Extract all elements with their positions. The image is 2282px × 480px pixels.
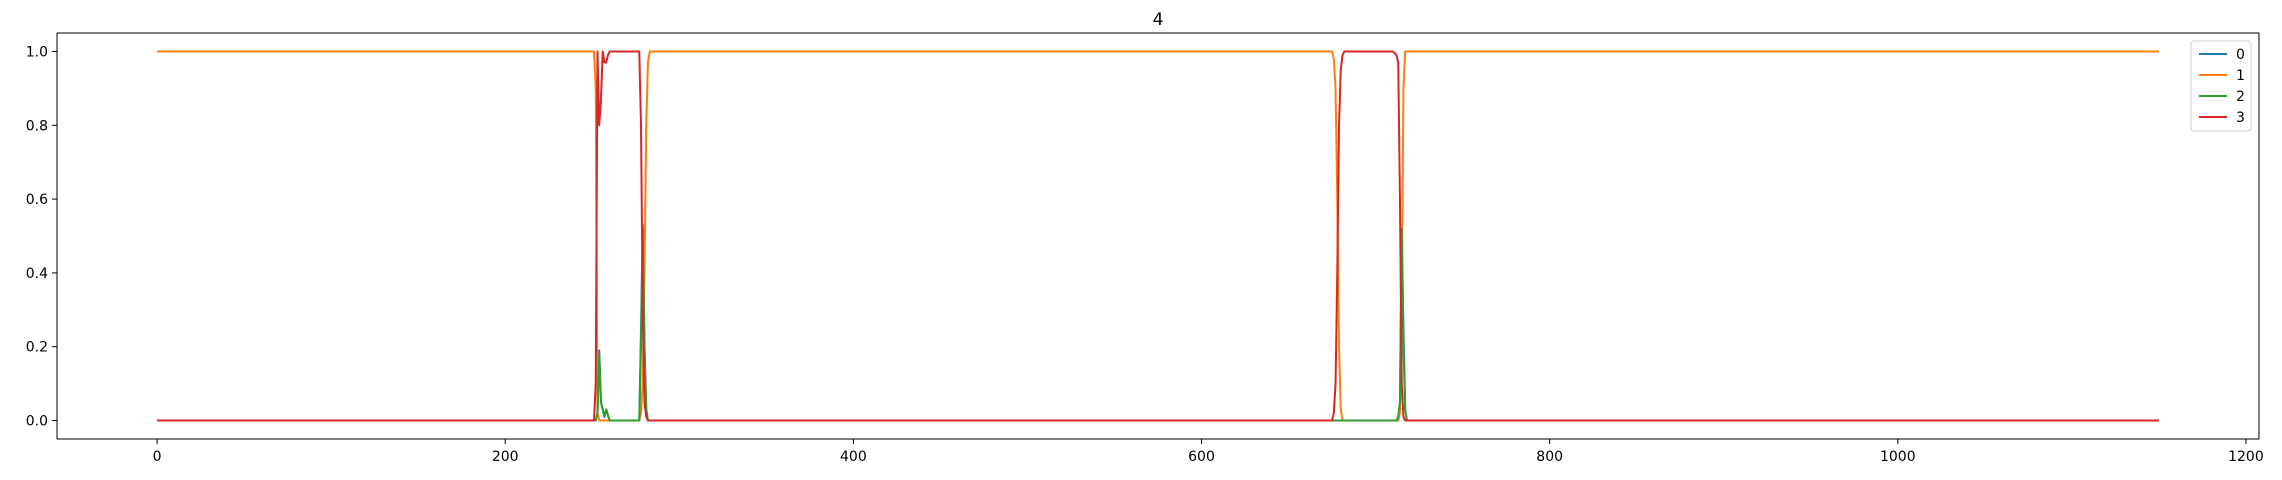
x-tick-label: 200 bbox=[492, 449, 519, 465]
x-tick-label: 600 bbox=[1188, 449, 1215, 465]
x-tick-label: 800 bbox=[1536, 449, 1563, 465]
series-line-2 bbox=[157, 227, 2159, 422]
y-tick-label: 0.8 bbox=[26, 118, 48, 134]
x-tick-label: 0 bbox=[153, 449, 162, 465]
y-tick-label: 0.6 bbox=[26, 192, 48, 208]
x-tick-label: 1000 bbox=[1880, 449, 1916, 465]
chart-title: 4 bbox=[1153, 10, 1164, 30]
series-line-0 bbox=[157, 223, 2159, 422]
y-tick-label: 0.0 bbox=[26, 414, 48, 430]
x-tick-label: 400 bbox=[840, 449, 867, 465]
y-axis: 0.0 0.2 0.4 0.6 0.8 1.0 bbox=[26, 44, 57, 430]
y-tick-label: 0.4 bbox=[26, 266, 48, 282]
series-line-3 bbox=[157, 50, 2159, 422]
legend-box bbox=[2190, 40, 2252, 132]
y-tick-label: 1.0 bbox=[26, 44, 48, 60]
plot-area bbox=[157, 50, 2159, 422]
legend-label-3: 3 bbox=[2236, 110, 2245, 126]
y-tick-label: 0.2 bbox=[26, 340, 48, 356]
legend-label-0: 0 bbox=[2236, 47, 2245, 63]
legend-label-1: 1 bbox=[2236, 68, 2245, 84]
series-line-1 bbox=[157, 50, 2159, 422]
x-tick-label: 1200 bbox=[2228, 449, 2264, 465]
legend: 0 1 2 3 bbox=[2190, 40, 2252, 132]
legend-label-2: 2 bbox=[2236, 89, 2245, 105]
axes-frame bbox=[56, 32, 2260, 440]
x-axis: 0 200 400 600 800 1000 1200 bbox=[153, 439, 2264, 465]
